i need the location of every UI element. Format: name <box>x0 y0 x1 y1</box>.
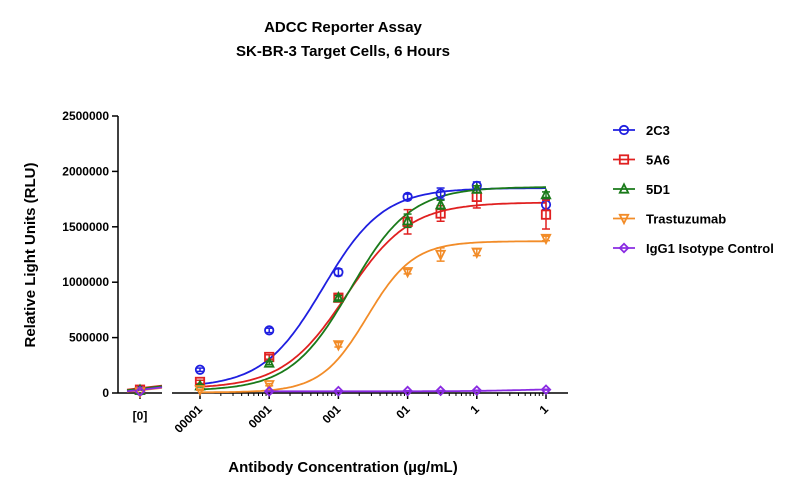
x-tick-label: 1 <box>536 402 551 417</box>
y-axis-label: Relative Light Units (RLU) <box>22 162 39 347</box>
data-point <box>471 247 483 259</box>
y-tick-label: 2000000 <box>62 164 109 178</box>
y-tick-label: 0 <box>102 386 109 400</box>
data-point <box>471 385 483 397</box>
data-point <box>263 385 275 397</box>
x-axis-label: Antibody Concentration (µg/mL) <box>228 459 457 476</box>
x-tick-label: 01 <box>393 402 413 422</box>
data-point <box>263 380 275 392</box>
fit-curve-1 <box>199 201 546 388</box>
data-point-zero <box>134 385 146 397</box>
data-point <box>333 267 344 278</box>
x-tick-label: 1 <box>467 402 482 417</box>
fit-curve-2 <box>199 186 546 391</box>
data-point <box>540 209 552 220</box>
chart-subtitle: SK-BR-3 Target Cells, 6 Hours <box>236 43 450 60</box>
legend-marker-3 <box>618 213 630 226</box>
fit-curve-0 <box>199 187 546 386</box>
y-tick-label: 1500000 <box>62 220 109 234</box>
chart-title: ADCC Reporter Assay <box>264 19 422 36</box>
legend-marker-0 <box>618 124 630 136</box>
data-point <box>540 233 552 246</box>
data-point <box>540 187 552 200</box>
data-point <box>263 356 275 368</box>
data-point <box>435 188 446 199</box>
y-tick-label: 500000 <box>69 331 109 345</box>
data-point <box>434 249 447 262</box>
legend-label-4: IgG1 Isotype Control <box>646 241 774 256</box>
data-point <box>434 197 447 210</box>
data-point <box>402 385 414 397</box>
legend-label-2: 5D1 <box>646 182 670 197</box>
data-point <box>471 182 483 194</box>
data-point <box>194 364 206 375</box>
data-point <box>332 340 345 352</box>
y-tick-label: 1000000 <box>62 275 109 289</box>
data-point <box>401 267 414 279</box>
x-tick-label: 00001 <box>172 402 206 436</box>
data-point <box>332 385 344 397</box>
x-tick-label: 0001 <box>246 402 275 431</box>
legend-marker-4 <box>618 242 630 254</box>
x-tick-label-zero: [0] <box>133 409 148 423</box>
data-point <box>435 385 447 397</box>
legend-label-0: 2C3 <box>646 123 670 138</box>
data-point <box>194 385 206 397</box>
fit-curve-3 <box>200 240 546 394</box>
data-point <box>332 290 345 303</box>
legend: 2C3 5A6 5D1 Trastuzumab IgG1 Isotype Control <box>613 123 774 256</box>
data-point <box>402 191 413 202</box>
data-point <box>264 325 275 336</box>
legend-label-3: Trastuzumab <box>646 212 726 227</box>
legend-marker-2 <box>618 182 630 194</box>
data-point <box>540 384 552 396</box>
fit-curves <box>126 186 546 394</box>
data-point <box>401 213 414 226</box>
legend-label-1: 5A6 <box>646 153 670 168</box>
data-points <box>134 180 552 399</box>
legend-marker-1 <box>618 154 630 165</box>
y-tick-label: 2500000 <box>62 109 109 123</box>
x-tick-label: 001 <box>319 402 343 426</box>
